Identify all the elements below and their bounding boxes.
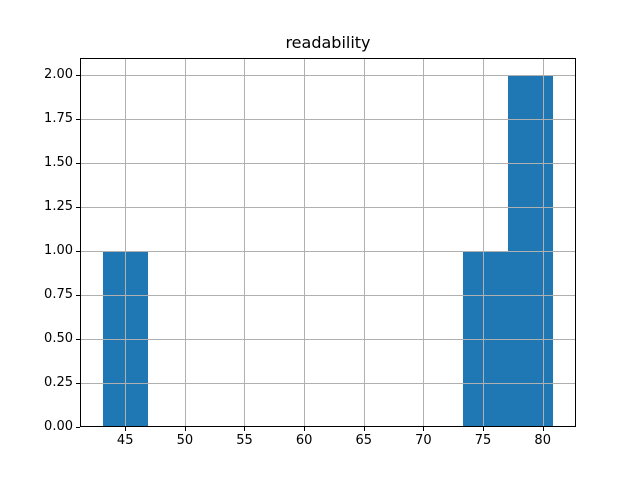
y-tick-mark xyxy=(76,383,80,385)
gridline-horizontal xyxy=(80,383,576,385)
y-tick-mark xyxy=(76,251,80,253)
y-tick-label: 0.00 xyxy=(44,419,73,435)
y-tick-mark xyxy=(76,207,80,209)
x-tick-label: 50 xyxy=(176,433,194,449)
y-tick-label: 1.50 xyxy=(44,155,73,171)
y-tick-mark xyxy=(76,163,80,165)
gridline-horizontal xyxy=(80,295,576,297)
y-tick-label: 0.50 xyxy=(44,331,73,347)
x-tick-label: 65 xyxy=(355,433,373,449)
x-tick-mark xyxy=(483,427,485,432)
x-tick-mark xyxy=(244,427,246,432)
x-tick-label: 45 xyxy=(116,433,134,449)
y-tick-label: 1.75 xyxy=(44,111,73,127)
gridline-vertical xyxy=(542,57,544,428)
y-tick-label: 0.25 xyxy=(44,375,73,391)
gridline-vertical xyxy=(244,57,246,428)
y-tick-label: 2.00 xyxy=(44,67,73,83)
gridline-horizontal xyxy=(80,163,576,165)
y-tick-label: 1.00 xyxy=(44,243,73,259)
x-tick-label: 55 xyxy=(236,433,253,449)
gridline-horizontal xyxy=(80,207,576,209)
gridline-vertical xyxy=(184,57,186,428)
x-tick-mark xyxy=(363,427,365,432)
gridline-vertical xyxy=(363,57,365,428)
x-tick-mark xyxy=(304,427,306,432)
chart-title: readability xyxy=(285,33,371,52)
y-tick-mark xyxy=(76,427,80,429)
x-tick-mark xyxy=(542,427,544,432)
gridline-vertical xyxy=(423,57,425,428)
x-tick-label: 75 xyxy=(474,433,492,449)
gridline-horizontal xyxy=(80,75,576,77)
y-tick-label: 1.25 xyxy=(44,199,73,215)
x-tick-mark xyxy=(423,427,425,432)
plot-area xyxy=(80,57,576,428)
gridline-vertical xyxy=(483,57,485,428)
gridline-vertical xyxy=(125,57,127,428)
y-tick-label: 0.75 xyxy=(44,287,73,303)
y-tick-mark xyxy=(76,339,80,341)
y-tick-mark xyxy=(76,295,80,297)
x-tick-mark xyxy=(125,427,127,432)
x-tick-label: 60 xyxy=(295,433,313,449)
gridline-horizontal xyxy=(80,339,576,341)
x-tick-mark xyxy=(184,427,186,432)
gridline-vertical xyxy=(304,57,306,428)
gridline-horizontal xyxy=(80,251,576,253)
x-tick-label: 80 xyxy=(534,433,551,449)
y-tick-mark xyxy=(76,119,80,121)
gridline-horizontal xyxy=(80,119,576,121)
x-tick-label: 70 xyxy=(415,433,432,449)
y-tick-mark xyxy=(76,75,80,77)
